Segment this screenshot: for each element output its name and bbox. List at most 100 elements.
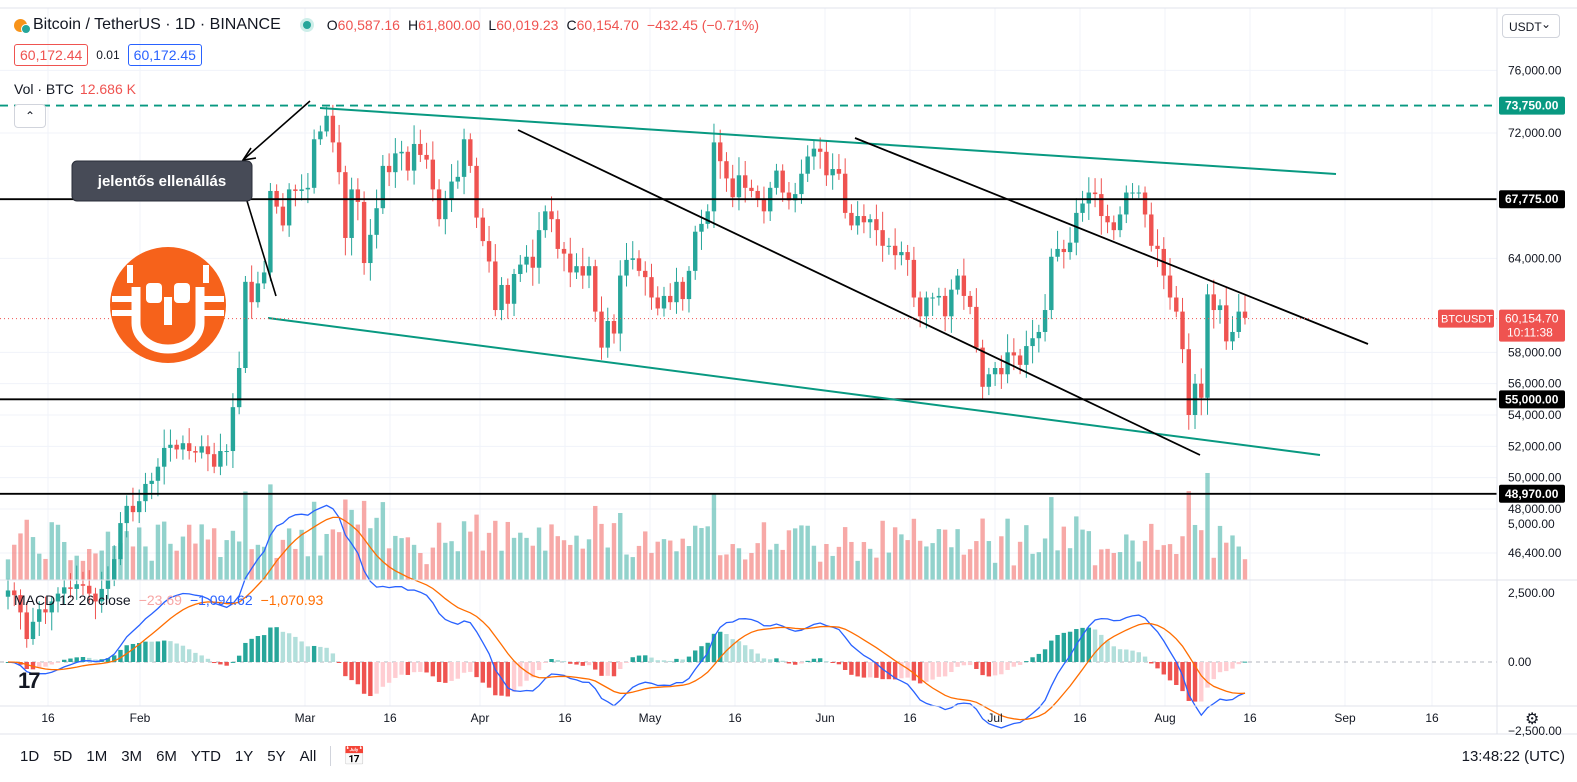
- macd-histogram-bar: [330, 653, 336, 662]
- volume-bar: [799, 525, 804, 580]
- candle-body: [418, 143, 423, 155]
- candle-body: [18, 595, 23, 613]
- bitcoin-coin-icon: [14, 18, 31, 34]
- macd-histogram-bar: [774, 658, 779, 662]
- macd-histogram-bar: [424, 662, 429, 673]
- volume-bar: [493, 520, 498, 580]
- macd-legend[interactable]: MACD 12 26 close −23.69 −1,094.62 −1,070…: [14, 592, 324, 608]
- volume-legend[interactable]: Vol · BTC 12.686 K: [14, 81, 136, 97]
- clock[interactable]: 13:48:22 (UTC): [1461, 747, 1565, 765]
- annotation-box[interactable]: jelentős ellenállás: [71, 160, 253, 202]
- volume-bar: [411, 544, 417, 580]
- candle-body: [299, 189, 304, 191]
- macd-histogram-bar: [986, 662, 992, 677]
- macd-histogram-bar: [561, 661, 567, 663]
- volume-bar: [1080, 529, 1085, 580]
- last-price-value: 60,154.70: [1505, 312, 1559, 326]
- candle-body: [1205, 294, 1210, 398]
- macd-histogram-bar: [430, 662, 436, 677]
- range-6m[interactable]: 6M: [156, 747, 177, 765]
- settings-gear-icon[interactable]: ⚙: [1525, 711, 1540, 728]
- range-3m[interactable]: 3M: [121, 747, 143, 765]
- macd-histogram-bar: [767, 659, 773, 662]
- macd-histogram-bar: [193, 652, 198, 662]
- range-1d[interactable]: 1D: [20, 747, 40, 765]
- candle-body: [199, 446, 204, 453]
- symbol-title[interactable]: Bitcoin / TetherUS · 1D · BINANCE: [33, 16, 281, 33]
- macd-histogram-bar: [1055, 634, 1060, 662]
- macd-histogram-bar: [62, 659, 67, 662]
- macd-histogram-bar: [555, 659, 560, 662]
- volume-bar: [1067, 548, 1073, 580]
- x-tick-label: 16: [1425, 711, 1439, 725]
- candle-body: [967, 295, 973, 307]
- candle-body: [43, 609, 48, 613]
- candle-body: [255, 283, 261, 303]
- macd-histogram-bar: [230, 661, 236, 663]
- volume-bar: [974, 541, 979, 580]
- level-label: 73,750.00: [1505, 99, 1559, 113]
- volume-bar: [1142, 540, 1148, 580]
- macd-histogram-bar: [942, 662, 948, 677]
- macd-histogram-bar: [1199, 662, 1204, 702]
- volume-bar: [1211, 557, 1216, 580]
- macd-histogram-bar: [93, 659, 98, 662]
- volume-bar: [1236, 546, 1241, 580]
- volume-bar: [718, 555, 723, 580]
- candle-body: [699, 223, 704, 232]
- volume-bar: [499, 550, 504, 580]
- candle-body: [405, 151, 411, 171]
- candle-body: [62, 587, 67, 594]
- x-tick-label: Aug: [1154, 711, 1175, 725]
- bottom-toolbar: 1D 5D 1M 3M 6M YTD 1Y 5Y All 📅 13:48:22 (UTC): [0, 738, 1577, 774]
- macd-histogram-bar: [786, 662, 792, 664]
- volume-bar: [12, 544, 17, 580]
- x-tick-label: 16: [903, 711, 917, 725]
- calendar-icon[interactable]: 📅: [343, 745, 366, 766]
- range-5y[interactable]: 5Y: [267, 747, 286, 765]
- currency-select[interactable]: USDT: [1502, 12, 1560, 38]
- x-tick-label: Feb: [130, 711, 151, 725]
- range-1y[interactable]: 1Y: [234, 747, 254, 765]
- tradingview-logo-icon[interactable]: 17: [18, 668, 41, 693]
- macd-histogram-bar: [1192, 662, 1198, 702]
- sell-button[interactable]: 60,172.44: [14, 44, 89, 66]
- volume-bar: [136, 527, 142, 580]
- volume-bar: [630, 557, 635, 580]
- volume-bar: [674, 551, 679, 580]
- candle-body: [1036, 331, 1042, 339]
- symbol-header[interactable]: Bitcoin / TetherUS · 1D · BINANCE O60,58…: [14, 16, 759, 34]
- macd-histogram-bar: [37, 662, 42, 668]
- macd-tick-label: 2,500.00: [1508, 586, 1555, 600]
- range-all[interactable]: All: [299, 747, 317, 765]
- macd-histogram-bar: [224, 662, 229, 666]
- macd-histogram-bar: [1030, 657, 1035, 662]
- candle-body: [486, 241, 492, 262]
- range-5d[interactable]: 5D: [53, 747, 73, 765]
- macd-histogram-bar: [380, 662, 386, 687]
- volume-bar: [62, 541, 67, 580]
- candle-body: [343, 172, 348, 238]
- collapse-legend-button[interactable]: ⌃: [14, 104, 46, 128]
- macd-histogram-bar: [967, 662, 973, 666]
- volume-bar: [449, 541, 454, 580]
- buy-button[interactable]: 60,172.45: [127, 44, 202, 66]
- macd-histogram-bar: [674, 658, 679, 662]
- candle-body: [336, 142, 342, 173]
- candle-body: [168, 444, 173, 448]
- candle-body: [568, 253, 573, 273]
- annotation-text: jelentős ellenállás: [97, 173, 226, 190]
- macd-histogram-bar: [474, 662, 479, 678]
- candle-body: [961, 275, 967, 296]
- candle-body: [705, 211, 710, 224]
- volume-bar: [568, 544, 573, 580]
- y-tick-label: 52,000.00: [1508, 439, 1562, 453]
- candle-body: [361, 201, 367, 264]
- volume-bar: [1036, 552, 1042, 580]
- volume-bar: [911, 518, 917, 580]
- volume-bar: [574, 535, 579, 580]
- volume-bar: [1230, 535, 1235, 580]
- range-ytd[interactable]: YTD: [190, 747, 221, 765]
- range-1m[interactable]: 1M: [86, 747, 108, 765]
